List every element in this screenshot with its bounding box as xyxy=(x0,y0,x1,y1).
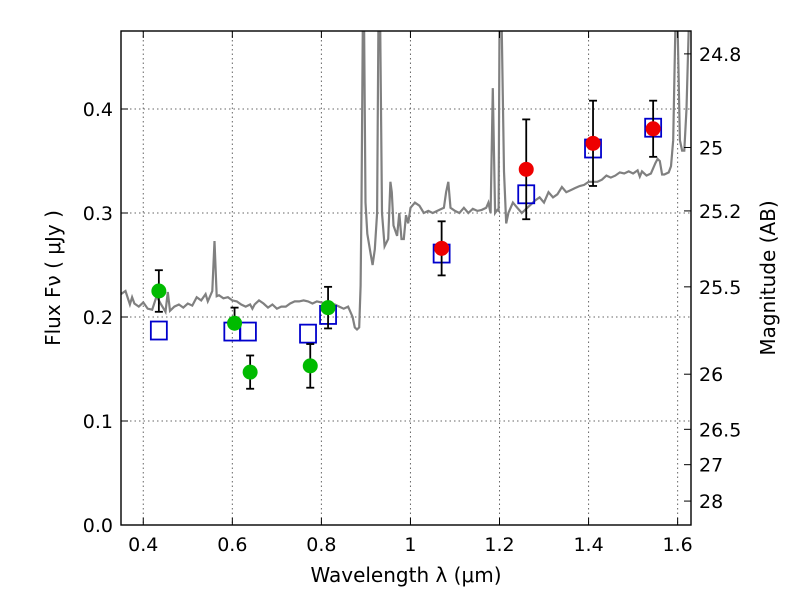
right-tick-label: 25.2 xyxy=(699,201,741,223)
x-tick-label: 1.4 xyxy=(573,534,603,556)
data-point xyxy=(585,135,601,151)
x-tick-label: 1.2 xyxy=(484,534,514,556)
grid-lines xyxy=(121,31,691,526)
model-square xyxy=(239,321,257,342)
right-tick-label: 28 xyxy=(699,491,723,513)
right-tick-label: 26.5 xyxy=(699,419,741,441)
right-tick-label: 25 xyxy=(699,137,723,159)
y-axis-label: Flux Fν ( μJy ) xyxy=(41,210,65,346)
data-points xyxy=(151,121,661,380)
y-tick-label: 0.0 xyxy=(83,515,113,537)
error-bars xyxy=(154,99,658,390)
right-axis-ticks: 24.8 25 25.2 25.5 26 26.5 27 28 xyxy=(684,44,741,513)
x-tick-label: 1.6 xyxy=(663,534,693,556)
data-point xyxy=(320,300,336,316)
data-point xyxy=(242,364,258,380)
model-squares xyxy=(149,117,663,344)
plot-frame xyxy=(120,30,692,526)
y-tick-label: 0.4 xyxy=(83,99,113,121)
x-tick-label: 0.6 xyxy=(217,534,247,556)
x-tick-label: 1 xyxy=(404,534,416,556)
right-tick-label: 26 xyxy=(699,364,723,386)
right-axis-label: Magnitude (AB) xyxy=(756,200,780,355)
y-tick-label: 0.3 xyxy=(83,203,113,225)
spectrum-line xyxy=(121,31,690,332)
y-tick-label: 0.1 xyxy=(83,411,113,433)
data-point xyxy=(518,161,534,177)
y-axis-ticks: 0.0 0.1 0.2 0.3 0.4 xyxy=(83,99,128,537)
right-tick-label: 25.5 xyxy=(699,277,741,299)
y-tick-label: 0.2 xyxy=(83,307,113,329)
data-point xyxy=(434,240,450,256)
right-tick-label: 24.8 xyxy=(699,44,741,66)
data-point xyxy=(151,283,167,299)
x-axis-label: Wavelength λ (μm) xyxy=(310,563,501,587)
data-point xyxy=(645,121,661,137)
data-point xyxy=(227,315,243,331)
right-tick-label: 27 xyxy=(699,455,723,477)
data-point xyxy=(302,358,318,374)
model-square xyxy=(149,320,168,341)
plot-area xyxy=(121,31,690,390)
model-square xyxy=(299,323,317,344)
x-tick-label: 0.8 xyxy=(306,534,336,556)
x-tick-label: 0.4 xyxy=(128,534,158,556)
x-axis-ticks: 0.4 0.6 0.8 1 1.2 1.4 1.6 xyxy=(128,31,693,556)
